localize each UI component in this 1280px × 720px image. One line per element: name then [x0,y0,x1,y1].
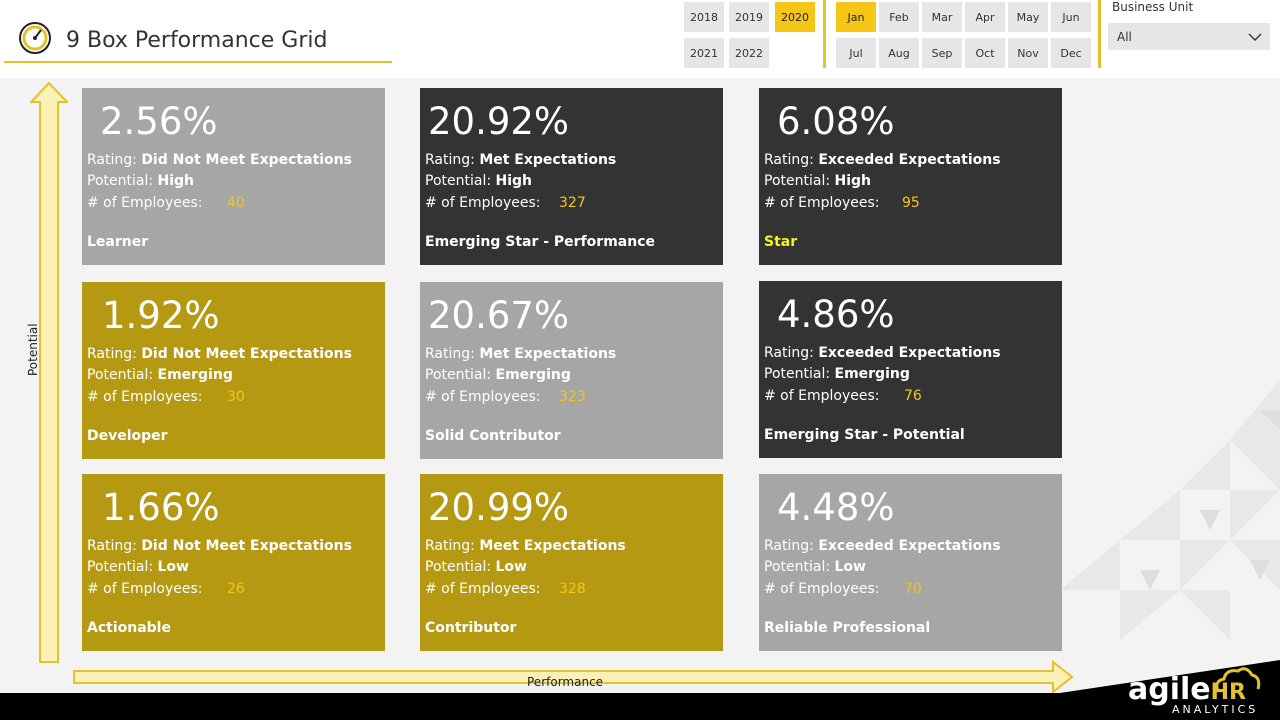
box-employees-label: # of Employees: [764,195,880,211]
box-category: Star [764,234,798,250]
box-rating: Rating: Exceeded Expectations [764,345,1001,361]
brand-logo: agileHR [1128,672,1246,707]
cloud-icon [1215,667,1261,692]
box-employees-label: # of Employees: [425,581,541,597]
box-percentage: 6.08% [777,100,895,143]
box-employees-label: # of Employees: [87,195,203,211]
box-employees-label: # of Employees: [87,581,203,597]
box-potential: Potential: High [425,173,533,189]
business-unit-label: Business Unit [1112,0,1194,14]
box-employees-label: # of Employees: [764,581,880,597]
box-employees-label: # of Employees: [764,388,880,404]
box-rating: Rating: Exceeded Expectations [764,152,1001,168]
potential-axis-arrow [30,82,68,663]
grid-box-contributor[interactable]: 20.99% Rating: Meet Expectations Potenti… [420,474,723,651]
box-employees-label: # of Employees: [87,389,203,405]
month-aug-button[interactable]: Aug [879,38,919,68]
performance-axis-arrow [73,660,1073,694]
grid-box-emerging-star-potential[interactable]: 4.86% Rating: Exceeded Expectations Pote… [759,281,1062,458]
background-triangle-pattern [1060,380,1280,640]
box-employees-count: 40 [227,195,245,211]
box-employees-count: 328 [559,581,586,597]
box-percentage: 20.99% [428,486,570,529]
grid-box-actionable[interactable]: 1.66% Rating: Did Not Meet Expectations … [82,474,385,651]
report-header: 9 Box Performance Grid 2018 2019 2020 20… [0,0,1280,78]
box-potential: Potential: Low [764,559,866,575]
box-percentage: 1.66% [102,486,220,529]
box-employees-label: # of Employees: [425,195,541,211]
box-category: Emerging Star - Potential [764,427,965,443]
page-title: 9 Box Performance Grid [66,28,328,53]
title-underline [4,61,392,63]
year-2019-button[interactable]: 2019 [729,2,769,32]
year-2018-button[interactable]: 2018 [684,2,724,32]
year-2021-button[interactable]: 2021 [684,38,724,68]
chevron-down-icon [1248,33,1262,41]
box-category: Reliable Professional [764,620,931,636]
box-employees-label: # of Employees: [425,389,541,405]
box-percentage: 20.67% [428,294,570,337]
box-category: Actionable [87,620,171,636]
box-rating: Rating: Did Not Meet Expectations [87,346,352,362]
box-employees-count: 95 [902,195,920,211]
month-jan-button[interactable]: Jan [836,2,876,32]
month-mar-button[interactable]: Mar [922,2,962,32]
month-sep-button[interactable]: Sep [922,38,962,68]
month-nov-button[interactable]: Nov [1008,38,1048,68]
grid-box-learner[interactable]: 2.56% Rating: Did Not Meet Expectations … [82,88,385,265]
business-unit-dropdown[interactable]: All [1108,23,1270,50]
box-employees-count: 70 [904,581,922,597]
month-jul-button[interactable]: Jul [836,38,876,68]
box-potential: Potential: Low [87,559,189,575]
box-category: Learner [87,234,149,250]
month-feb-button[interactable]: Feb [879,2,919,32]
brand-subtitle: ANALYTICS [1172,703,1259,716]
month-jun-button[interactable]: Jun [1051,2,1091,32]
grid-box-star[interactable]: 6.08% Rating: Exceeded Expectations Pote… [759,88,1062,265]
year-2020-button[interactable]: 2020 [775,2,815,32]
box-employees-count: 30 [227,389,245,405]
box-percentage: 4.86% [777,293,895,336]
performance-axis-label: Performance [527,675,604,689]
box-category: Solid Contributor [425,428,561,444]
box-percentage: 2.56% [100,100,218,143]
month-may-button[interactable]: May [1008,2,1048,32]
potential-axis-label: Potential [26,323,40,376]
year-2022-button[interactable]: 2022 [729,38,769,68]
month-apr-button[interactable]: Apr [965,2,1005,32]
box-potential: Potential: Emerging [764,366,910,382]
box-employees-count: 26 [227,581,245,597]
box-category: Emerging Star - Performance [425,234,655,250]
box-category: Contributor [425,620,517,636]
month-oct-button[interactable]: Oct [965,38,1005,68]
footer-bar [0,693,1280,720]
box-rating: Rating: Did Not Meet Expectations [87,538,352,554]
box-percentage: 20.92% [428,100,570,143]
box-percentage: 1.92% [102,294,220,337]
box-rating: Rating: Met Expectations [425,152,617,168]
grid-box-reliable-professional[interactable]: 4.48% Rating: Exceeded Expectations Pote… [759,474,1062,651]
month-dec-button[interactable]: Dec [1051,38,1091,68]
grid-box-emerging-star-performance[interactable]: 20.92% Rating: Met Expectations Potentia… [420,88,723,265]
box-rating: Rating: Did Not Meet Expectations [87,152,352,168]
box-potential: Potential: Low [425,559,527,575]
business-unit-value: All [1117,30,1132,44]
box-percentage: 4.48% [777,486,895,529]
grid-box-developer[interactable]: 1.92% Rating: Did Not Meet Expectations … [82,282,385,459]
box-potential: Potential: High [764,173,872,189]
speedometer-icon [19,22,51,54]
box-rating: Rating: Met Expectations [425,346,617,362]
slicer-separator [823,0,826,68]
box-potential: Potential: Emerging [425,367,571,383]
box-potential: Potential: Emerging [87,367,233,383]
box-rating: Rating: Exceeded Expectations [764,538,1001,554]
grid-box-solid-contributor[interactable]: 20.67% Rating: Met Expectations Potentia… [420,282,723,459]
box-rating: Rating: Meet Expectations [425,538,626,554]
box-potential: Potential: High [87,173,195,189]
box-employees-count: 327 [559,195,586,211]
box-employees-count: 323 [559,389,586,405]
box-category: Developer [87,428,168,444]
box-employees-count: 76 [904,388,922,404]
slicer-separator [1098,0,1101,68]
